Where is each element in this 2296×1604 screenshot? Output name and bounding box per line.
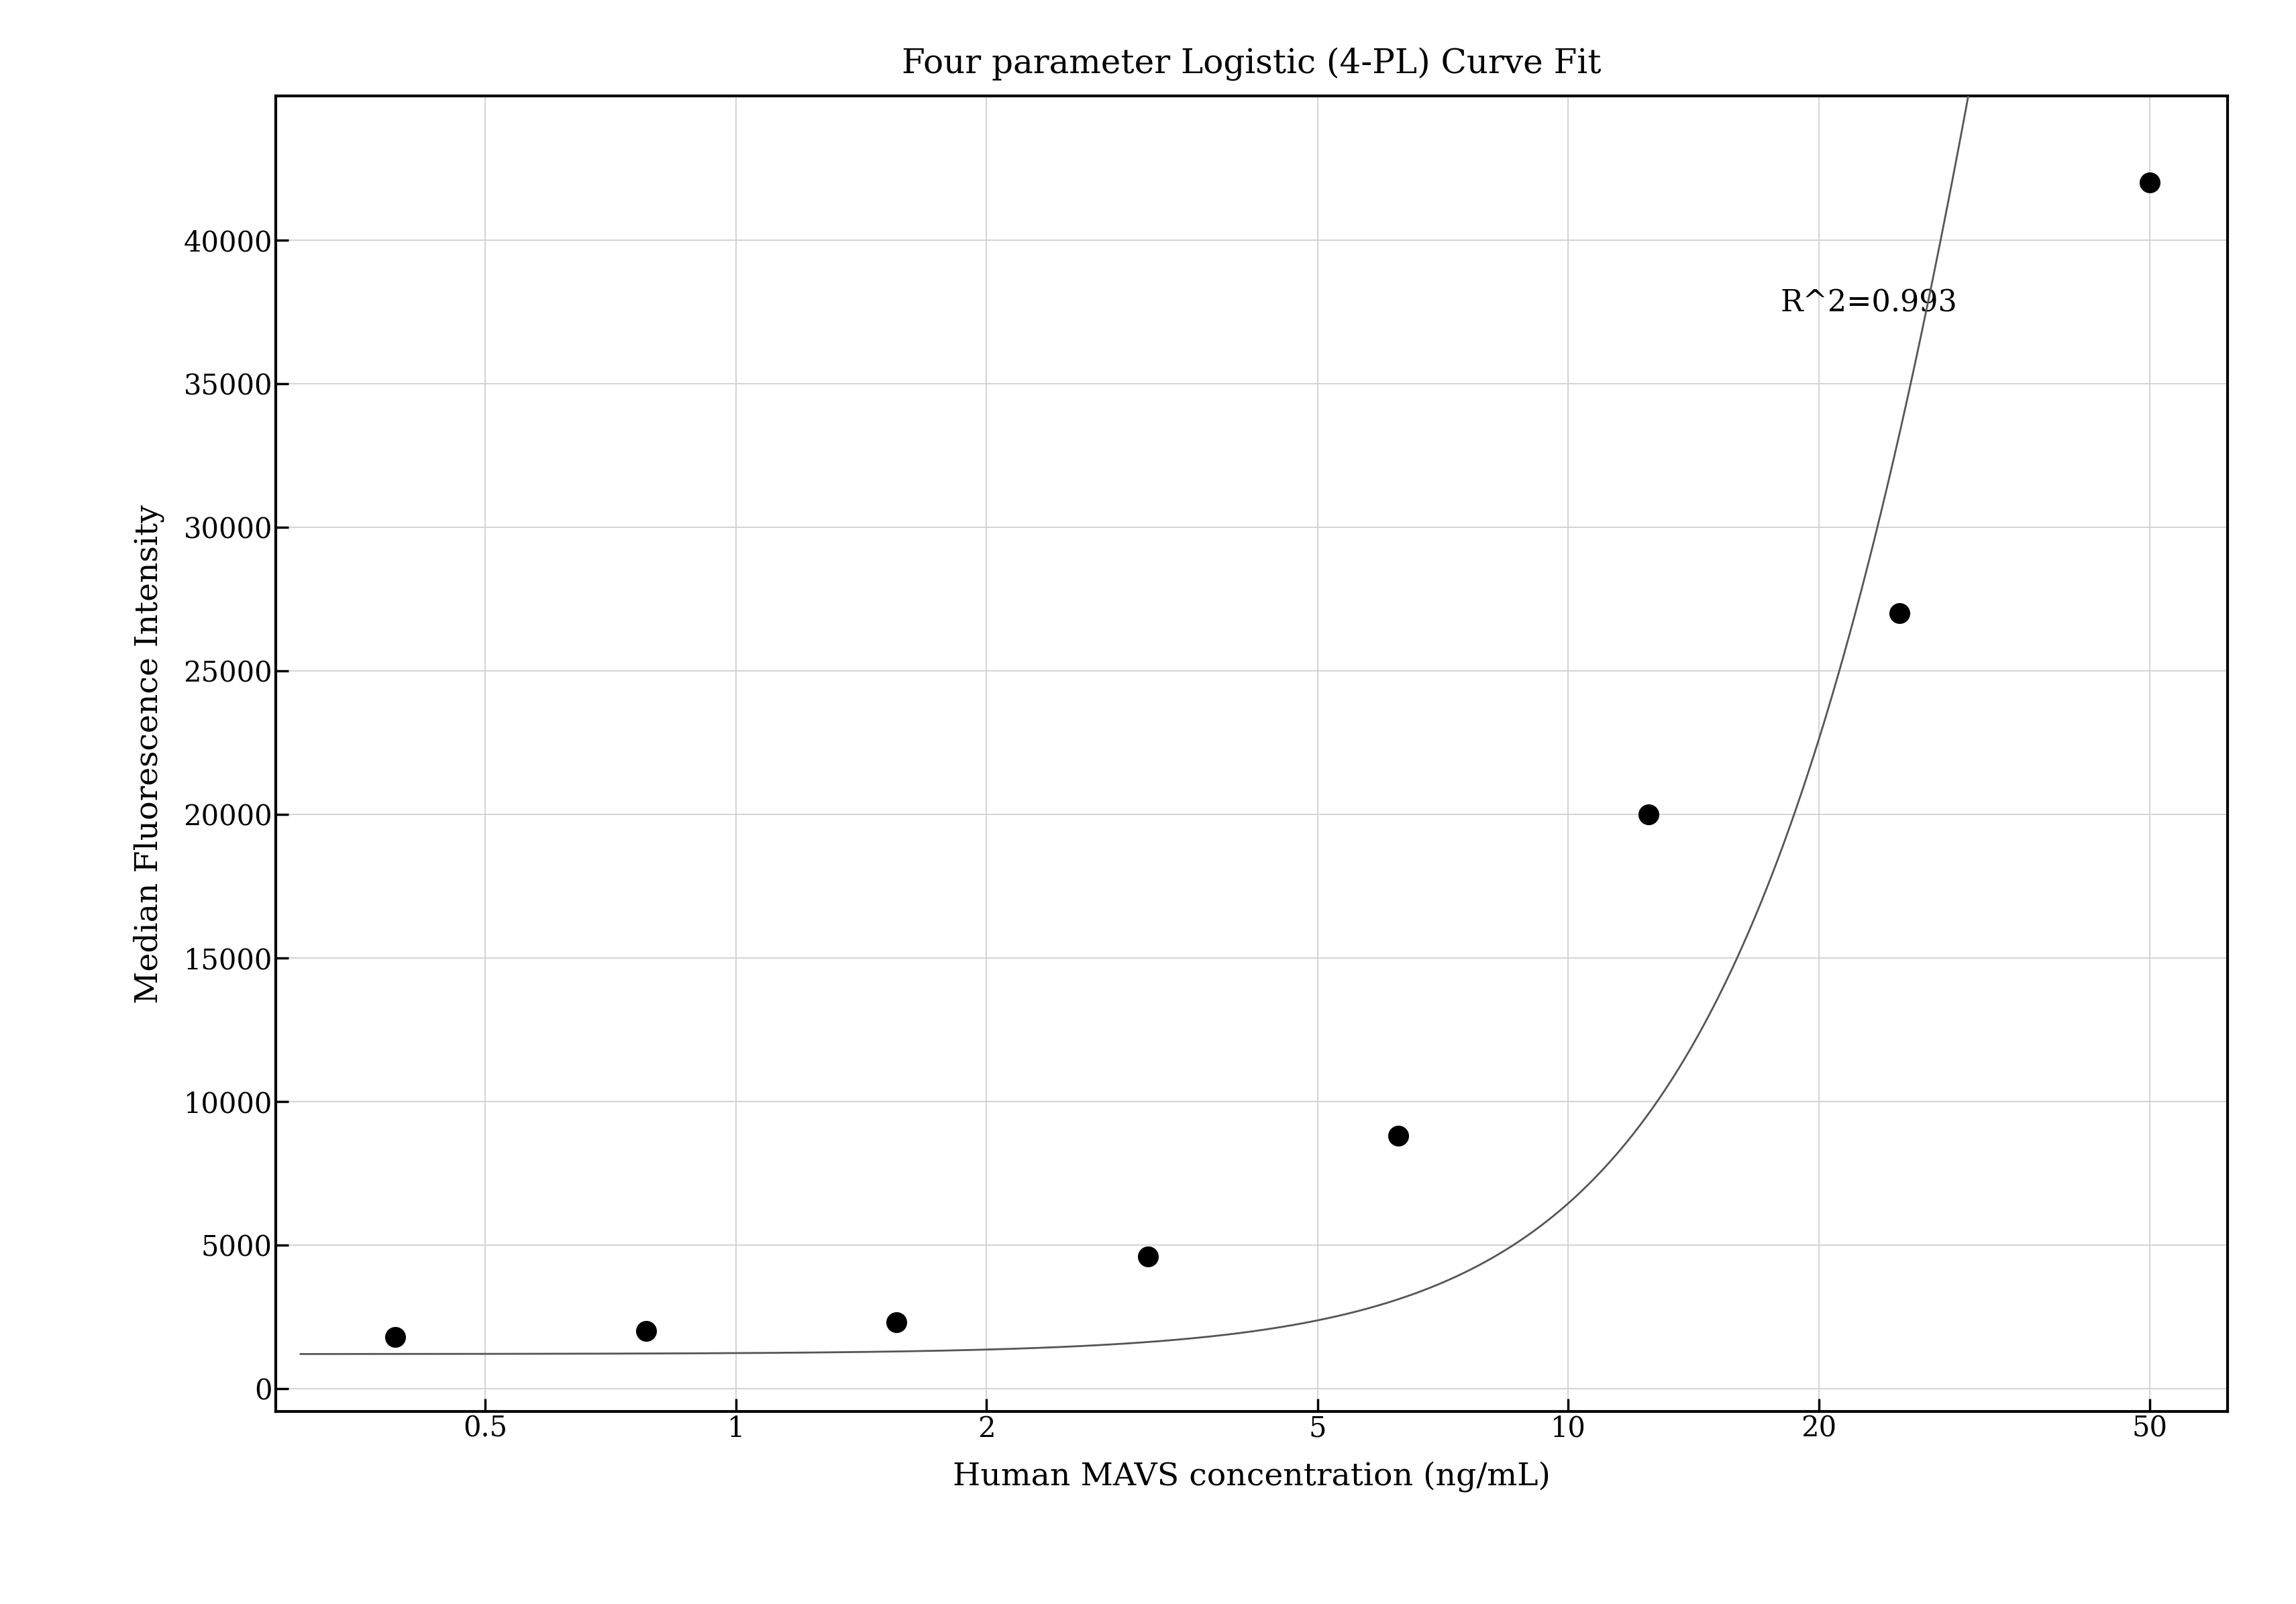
Y-axis label: Median Fluorescence Intensity: Median Fluorescence Intensity [133,504,165,1004]
Title: Four parameter Logistic (4-PL) Curve Fit: Four parameter Logistic (4-PL) Curve Fit [902,47,1600,80]
Point [377,1323,413,1349]
Text: R^2=0.993: R^2=0.993 [1779,289,1956,318]
X-axis label: Human MAVS concentration (ng/mL): Human MAVS concentration (ng/mL) [953,1461,1550,1493]
Point [1130,1243,1166,1269]
Point [877,1309,914,1335]
Point [1630,802,1667,828]
Point [627,1318,664,1344]
Point [2131,170,2167,196]
Point [1880,600,1917,626]
Point [1380,1123,1417,1148]
